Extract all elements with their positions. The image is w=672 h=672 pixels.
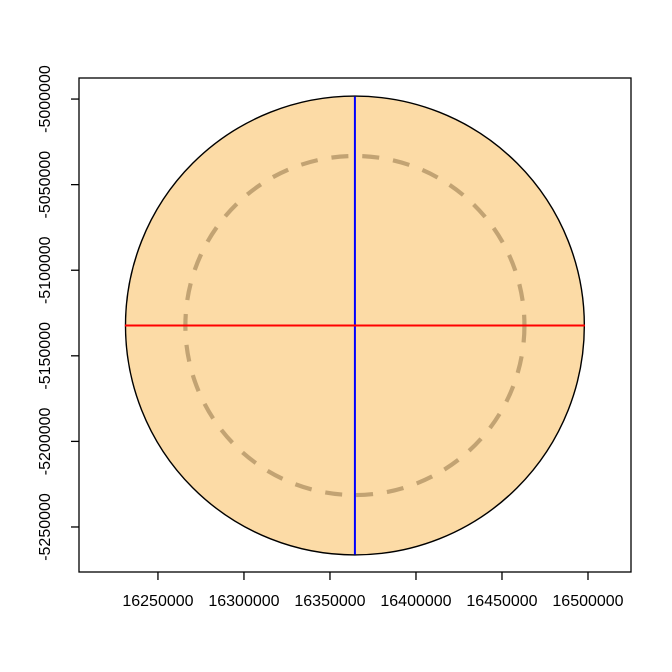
y-tick-label: -5200000 — [37, 407, 54, 475]
y-tick-label: -5250000 — [37, 493, 54, 561]
y-tick-label: -5100000 — [37, 236, 54, 304]
x-tick-label: 16300000 — [208, 593, 279, 610]
y-tick-label: -5050000 — [37, 151, 54, 219]
x-tick-label: 16250000 — [122, 593, 193, 610]
y-tick-label: -5000000 — [37, 65, 54, 133]
y-tick-label: -5150000 — [37, 322, 54, 390]
plot-box — [78, 77, 632, 573]
x-tick-label: 16350000 — [294, 593, 365, 610]
x-tick-label: 16450000 — [466, 593, 537, 610]
x-tick-label: 16400000 — [380, 593, 451, 610]
x-tick-label: 16500000 — [552, 593, 623, 610]
